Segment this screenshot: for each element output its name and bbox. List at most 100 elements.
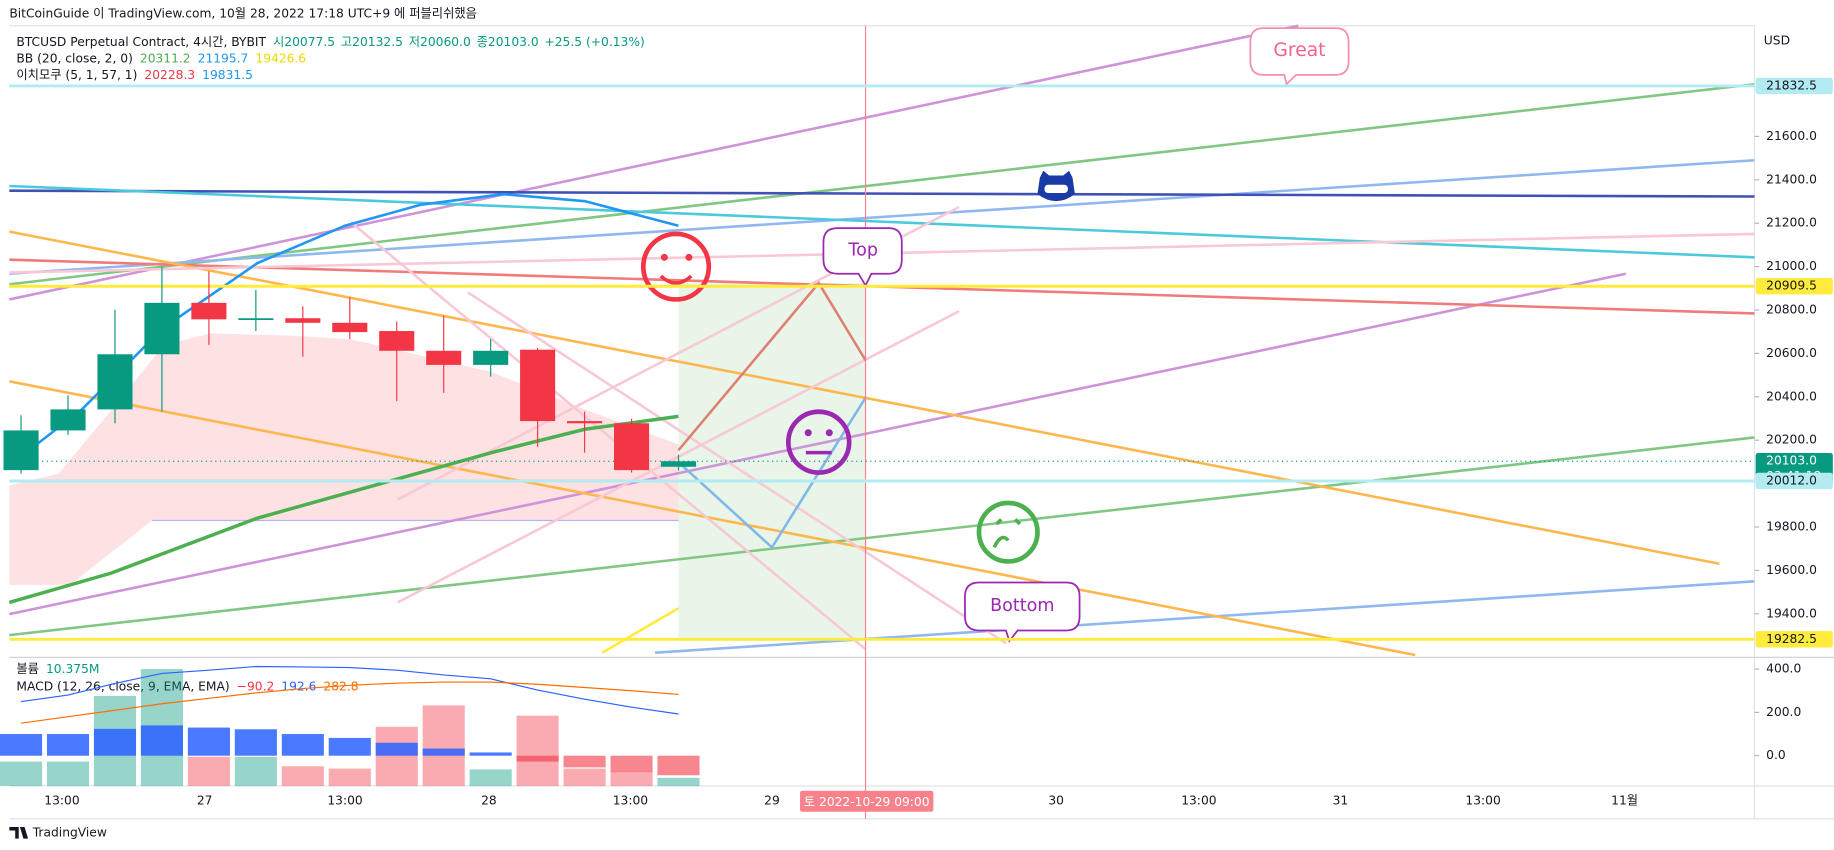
price-label: 20103.0 [1766,454,1817,468]
macd-legend: MACD (12, 26, close, 9, EMA, EMA) −90.2 19… [16,679,358,693]
macd-label: MACD (12, 26, close, 9, EMA, EMA) [16,679,229,693]
indicator-value: 21195.7 [198,51,249,65]
trend-line [9,436,1755,637]
y-tick-label: 21200.0 [1766,216,1817,230]
annotation: Bottom [990,596,1054,616]
volume-bar [469,769,512,787]
macd-hist-bar [0,734,43,756]
volume-bar [187,756,230,787]
candle-body [144,302,180,355]
candle-body [473,350,509,365]
y2-tick-label: 200.0 [1766,705,1801,719]
macd-hist-bar [140,725,183,756]
macd-hist-bar [93,728,137,756]
quote-label: 종20103.0 [477,35,539,49]
trend-line [654,580,1755,654]
indicator-legend: 이치모쿠 (5, 1, 57, 1) 20228.3 19831.5 [16,67,253,81]
price-label: 19282.5 [1766,632,1817,646]
price-label: 20909.5 [1766,279,1817,293]
candle-body [285,318,321,323]
macd-hist-bar [375,742,418,756]
y-tick-label: 21000.0 [1766,259,1817,273]
crosshair-label-box [800,790,934,812]
drawings [8,24,1755,819]
legend-row: BTCUSD Perpetual Contract, 4시간, BYBIT 시20… [16,35,644,49]
macd-hist-bar [469,752,512,756]
candle-body [238,318,274,320]
candle-body [191,302,227,320]
macd-hist-bar [187,727,230,756]
volume-bar [281,766,324,787]
macd-line [20,665,679,715]
macd-value: 192.6 [281,679,316,693]
volume-bar [610,771,653,787]
y-tick-label: 19800.0 [1766,519,1817,533]
price-label-box [1755,472,1833,490]
trend-line [9,24,1299,301]
price-label-box [1755,77,1833,95]
tv-logo-icon [9,826,29,839]
indicator-value: 19426.6 [255,51,306,65]
x-tick-label: 27 [197,794,213,808]
y-tick-label: 20400.0 [1766,389,1817,403]
quote-label: 고20132.5 [341,35,403,49]
indicator-legend: BB (20, close, 2, 0) 20311.2 21195.7 19426.… [16,51,306,65]
eye [660,253,668,261]
x-tick-label: 13:00 [44,794,79,808]
indicator-value: 20228.3 [144,67,195,81]
y2-tick-label: 400.0 [1766,662,1801,676]
trend-line [9,158,1755,275]
volume-bar [516,715,559,787]
speech-bubble [822,227,903,288]
price-label-box [1755,278,1833,295]
y-tick-label: 19400.0 [1766,606,1817,620]
y-tick-label: 21600.0 [1766,129,1817,143]
eye [685,253,693,261]
volume-bar [422,705,465,787]
candle-body [660,461,697,467]
axis-unit: USD [1764,33,1790,47]
cat-face [1044,184,1068,193]
publish-note: BitCoinGuide 이 TradingView.com, 10월 28, … [9,6,477,21]
y2-tick-label: 0.0 [1766,748,1786,762]
volume-value: 10.375M [46,662,100,676]
bb-cloud [9,333,679,585]
range-box [678,283,866,641]
happy-face [640,231,712,302]
price-label-box [1755,631,1833,648]
volume-bar [46,761,90,787]
macd-hist-bar [563,755,606,768]
signal-line [20,681,679,724]
macd-hist-bar [516,755,559,762]
macd-hist-bar [46,734,90,756]
candle-body [50,409,86,431]
y-tick-label: 21400.0 [1766,172,1817,186]
macd-hist-bar [281,734,324,756]
forecast-arrow [677,397,867,550]
symbol-title: BTCUSD Perpetual Contract, 4시간, BYBIT [16,35,266,49]
indicator-name: BB (20, close, 2, 0) [16,51,132,65]
eye [825,429,833,437]
x-tick-label: 30 [1048,794,1064,808]
footer-logo: TradingView [32,825,107,839]
y-tick-label: 19600.0 [1766,563,1817,577]
x-tick-label: 13:00 [1181,794,1216,808]
volume-label: 볼륨 [16,662,39,676]
x-tick-label: 31 [1333,794,1349,808]
macd-hist-bar [234,729,277,756]
speech-bubble [964,581,1081,643]
indicator-value: 19831.5 [202,67,253,81]
annotation: Great [1273,40,1325,61]
trend-line [9,380,1416,657]
volume-bar [328,768,371,787]
crosshair-label: 토 2022-10-29 09:00 [804,795,930,809]
annotation: Top [847,240,878,260]
candle-body [3,430,39,471]
neutral-face [786,409,852,475]
mouth [659,274,693,285]
trend-line [9,272,1627,616]
indicator-value: 20311.2 [140,51,191,65]
forecast-arrow [677,280,867,452]
